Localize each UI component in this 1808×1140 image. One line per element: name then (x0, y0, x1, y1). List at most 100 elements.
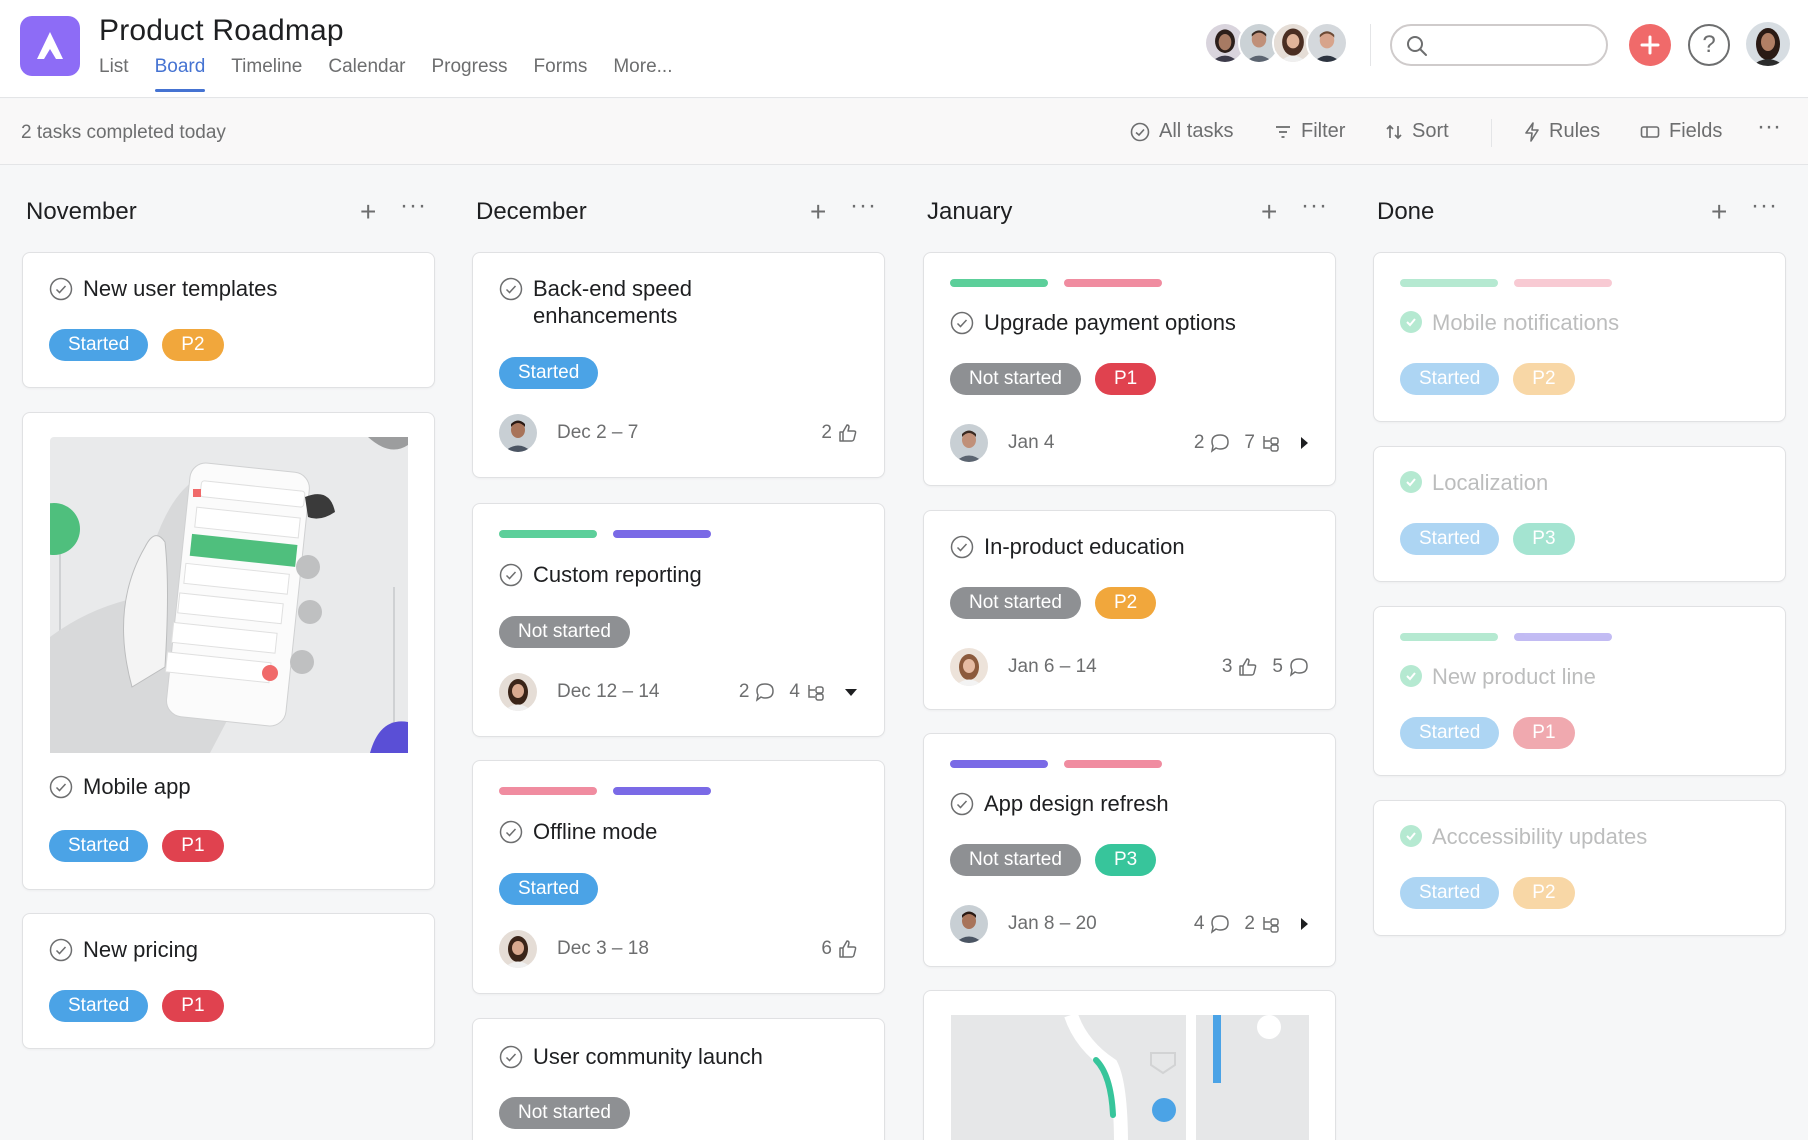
task-card[interactable]: Custom reporting Not started Dec 12 – 14… (472, 503, 885, 737)
priority-badge[interactable]: P2 (162, 329, 224, 361)
status-badge[interactable]: Started (499, 873, 599, 905)
assignee-avatar[interactable] (950, 648, 988, 686)
check-circle-icon[interactable] (49, 277, 73, 301)
more-icon[interactable]: ··· (400, 192, 427, 219)
user-avatar[interactable] (1746, 22, 1790, 66)
check-circle-icon[interactable] (950, 792, 974, 816)
caret-down-icon[interactable] (844, 687, 858, 697)
plus-icon[interactable]: + (360, 196, 377, 227)
check-circle-icon[interactable] (950, 535, 974, 559)
priority-badge[interactable]: P2 (1513, 877, 1575, 909)
tab-calendar[interactable]: Calendar (328, 56, 406, 77)
status-badge[interactable]: Not started (950, 844, 1081, 876)
assignee-avatar[interactable] (950, 905, 988, 943)
task-card[interactable]: Mobile notifications Started P2 (1373, 252, 1786, 422)
status-badge[interactable]: Not started (499, 1097, 630, 1129)
rules-button[interactable]: Rules (1524, 120, 1600, 143)
priority-badge[interactable]: P1 (1513, 717, 1575, 749)
task-card[interactable]: Upgrade payment options Not started P1 J… (923, 252, 1336, 486)
due-date[interactable]: Jan 8 – 20 (1008, 913, 1097, 934)
subtasks-count[interactable]: 2 (1244, 913, 1281, 935)
status-badge[interactable]: Not started (499, 616, 630, 648)
check-circle-icon[interactable] (499, 277, 523, 301)
status-badge[interactable]: Started (49, 329, 149, 361)
avatar[interactable] (1306, 22, 1348, 64)
tab-board[interactable]: Board (154, 56, 205, 92)
completed-check-icon[interactable] (1400, 311, 1422, 333)
status-badge[interactable]: Started (49, 990, 149, 1022)
plus-icon[interactable]: + (1261, 196, 1278, 227)
search-input[interactable] (1436, 32, 1596, 58)
tab-more[interactable]: More... (613, 56, 673, 77)
comments-count[interactable]: 4 (1194, 913, 1231, 935)
assignee-avatar[interactable] (950, 424, 988, 462)
check-circle-icon[interactable] (499, 820, 523, 844)
completed-check-icon[interactable] (1400, 665, 1422, 687)
tab-timeline[interactable]: Timeline (231, 56, 303, 77)
search-box[interactable] (1390, 24, 1608, 66)
status-badge[interactable]: Started (1400, 363, 1500, 395)
likes-count[interactable]: 3 (1222, 656, 1259, 678)
tab-forms[interactable]: Forms (533, 56, 588, 77)
task-card[interactable]: New user templates Started P2 (22, 252, 435, 388)
check-circle-icon[interactable] (499, 1045, 523, 1069)
task-card[interactable]: Offline mode Started Dec 3 – 18 6 (472, 760, 885, 994)
plus-icon[interactable]: + (810, 196, 827, 227)
priority-badge[interactable]: P1 (162, 830, 224, 862)
priority-badge[interactable]: P1 (1094, 363, 1157, 395)
due-date[interactable]: Dec 3 – 18 (557, 938, 649, 959)
status-badge[interactable]: Started (1400, 717, 1500, 749)
task-card[interactable]: In-product education Not started P2 Jan … (923, 510, 1336, 710)
likes-count[interactable]: 2 (821, 422, 858, 444)
plus-icon[interactable]: + (1711, 196, 1728, 227)
fields-button[interactable]: Fields (1640, 120, 1722, 143)
avatar[interactable] (1204, 22, 1246, 64)
check-circle-icon[interactable] (49, 775, 73, 799)
completed-check-icon[interactable] (1400, 471, 1422, 493)
priority-badge[interactable]: P1 (162, 990, 224, 1022)
status-badge[interactable]: Started (1400, 523, 1500, 555)
task-card[interactable]: Acccessibility updates Started P2 (1373, 800, 1786, 936)
more-icon[interactable]: ··· (1751, 192, 1778, 219)
tab-list[interactable]: List (99, 56, 129, 77)
likes-count[interactable]: 6 (821, 938, 858, 960)
check-circle-icon[interactable] (950, 311, 974, 335)
caret-right-icon[interactable] (1299, 917, 1309, 931)
task-card[interactable]: Back-end speed enhancements Started Dec … (472, 252, 885, 478)
assignee-avatar[interactable] (499, 673, 537, 711)
all-tasks-button[interactable]: All tasks (1130, 120, 1233, 143)
status-badge[interactable]: Started (499, 357, 599, 389)
more-icon[interactable]: ··· (850, 192, 877, 219)
filter-button[interactable]: Filter (1274, 120, 1345, 143)
comments-count[interactable]: 2 (1194, 432, 1231, 454)
help-icon[interactable]: ? (1688, 24, 1730, 66)
member-avatars[interactable] (1204, 22, 1348, 64)
task-card[interactable]: Mobile app Started P1 (22, 412, 435, 890)
due-date[interactable]: Dec 2 – 7 (557, 422, 639, 443)
check-circle-icon[interactable] (499, 563, 523, 587)
comments-count[interactable]: 5 (1272, 656, 1309, 678)
task-card[interactable]: New product line Started P1 (1373, 606, 1786, 776)
task-card[interactable]: User community launch Not started (472, 1018, 885, 1140)
priority-badge[interactable]: P2 (1094, 587, 1157, 619)
check-circle-icon[interactable] (49, 938, 73, 962)
toolbar-more-button[interactable]: ··· (1757, 113, 1781, 141)
due-date[interactable]: Jan 4 (1008, 432, 1055, 453)
status-badge[interactable]: Not started (950, 587, 1081, 619)
tab-progress[interactable]: Progress (431, 56, 508, 77)
assignee-avatar[interactable] (499, 414, 537, 452)
task-card[interactable]: App design refresh Not started P3 Jan 8 … (923, 733, 1336, 967)
status-badge[interactable]: Started (1400, 877, 1500, 909)
task-card[interactable]: Localization Started P3 (1373, 446, 1786, 582)
subtasks-count[interactable]: 7 (1244, 432, 1281, 454)
subtasks-count[interactable]: 4 (789, 681, 826, 703)
status-badge[interactable]: Not started (950, 363, 1081, 395)
priority-badge[interactable]: P2 (1513, 363, 1575, 395)
sort-button[interactable]: Sort (1385, 120, 1449, 143)
priority-badge[interactable]: P3 (1094, 844, 1157, 876)
completed-check-icon[interactable] (1400, 825, 1422, 847)
priority-badge[interactable]: P3 (1513, 523, 1575, 555)
task-card[interactable]: New pricing Started P1 (22, 913, 435, 1049)
due-date[interactable]: Jan 6 – 14 (1008, 656, 1097, 677)
status-badge[interactable]: Started (49, 830, 149, 862)
